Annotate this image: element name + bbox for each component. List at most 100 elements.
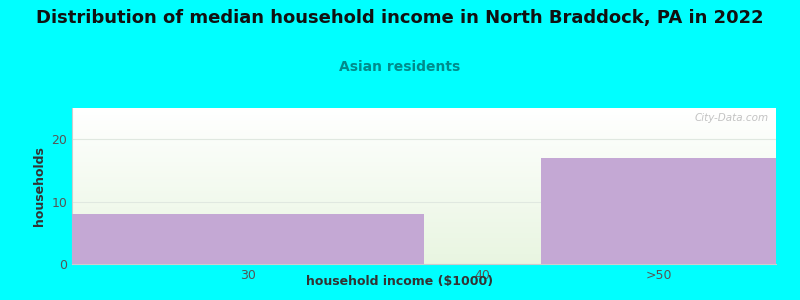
Bar — [72, 146, 776, 147]
Bar — [72, 238, 776, 239]
Bar — [72, 130, 776, 131]
Y-axis label: households: households — [33, 146, 46, 226]
Bar — [72, 203, 776, 205]
Bar — [72, 231, 776, 233]
Bar — [72, 191, 776, 192]
Bar — [72, 186, 776, 188]
Bar — [72, 239, 776, 241]
Bar — [72, 108, 776, 110]
Text: Asian residents: Asian residents — [339, 60, 461, 74]
Bar — [72, 170, 776, 172]
Bar — [72, 208, 776, 209]
Bar — [72, 124, 776, 125]
Bar — [72, 160, 776, 161]
Bar — [72, 212, 776, 214]
Bar — [72, 262, 776, 264]
Bar — [72, 206, 776, 208]
Bar — [72, 209, 776, 211]
Bar — [72, 110, 776, 111]
Bar — [72, 169, 776, 170]
Text: City-Data.com: City-Data.com — [695, 113, 769, 123]
Bar — [72, 219, 776, 220]
Bar — [72, 250, 776, 251]
Bar — [72, 255, 776, 256]
Bar — [72, 205, 776, 206]
Bar — [72, 233, 776, 234]
Bar — [72, 134, 776, 136]
Bar — [72, 136, 776, 138]
Bar — [72, 121, 776, 122]
Bar — [72, 202, 776, 203]
Bar — [72, 188, 776, 189]
Bar — [72, 117, 776, 119]
Text: household income ($1000): household income ($1000) — [306, 275, 494, 288]
Bar — [72, 177, 776, 178]
Bar — [72, 144, 776, 146]
Bar — [72, 216, 776, 217]
Bar — [72, 164, 776, 166]
Bar — [72, 152, 776, 153]
Bar — [72, 261, 776, 262]
Bar — [72, 241, 776, 242]
Bar — [72, 166, 776, 167]
Bar — [72, 220, 776, 222]
Bar — [72, 200, 776, 202]
Bar — [72, 224, 776, 225]
Text: Distribution of median household income in North Braddock, PA in 2022: Distribution of median household income … — [36, 9, 764, 27]
Bar — [72, 114, 776, 116]
Bar — [72, 122, 776, 124]
Bar — [72, 155, 776, 156]
Bar — [72, 153, 776, 155]
Bar — [72, 259, 776, 261]
Bar — [72, 211, 776, 212]
Bar — [72, 133, 776, 134]
Bar — [72, 214, 776, 216]
Bar — [72, 180, 776, 181]
Bar — [542, 158, 776, 264]
Bar — [72, 138, 776, 139]
Bar — [72, 172, 776, 173]
Bar — [72, 184, 776, 186]
Bar — [72, 150, 776, 152]
Bar — [72, 175, 776, 177]
Bar — [72, 222, 776, 224]
Bar — [72, 158, 776, 160]
Bar — [72, 253, 776, 255]
Bar — [72, 195, 776, 197]
Bar — [72, 127, 776, 128]
Bar — [72, 167, 776, 169]
Bar — [72, 161, 776, 163]
Bar — [72, 178, 776, 180]
Bar — [72, 230, 776, 231]
Bar — [72, 142, 776, 144]
Bar — [72, 214, 424, 264]
Bar — [72, 251, 776, 253]
Bar — [72, 256, 776, 258]
Bar — [72, 116, 776, 117]
Bar — [72, 234, 776, 236]
Bar — [72, 147, 776, 148]
Bar — [72, 226, 776, 228]
Bar — [72, 111, 776, 113]
Bar — [72, 192, 776, 194]
Bar — [72, 217, 776, 219]
Bar — [72, 181, 776, 183]
Bar — [72, 139, 776, 141]
Bar — [72, 236, 776, 238]
Bar — [72, 194, 776, 195]
Bar — [72, 247, 776, 248]
Bar — [72, 228, 776, 230]
Bar — [72, 173, 776, 175]
Bar — [72, 163, 776, 164]
Bar — [72, 199, 776, 200]
Bar — [72, 119, 776, 121]
Bar — [72, 248, 776, 250]
Bar — [72, 244, 776, 245]
Bar — [72, 197, 776, 199]
Bar — [72, 141, 776, 142]
Bar — [72, 225, 776, 226]
Bar — [72, 189, 776, 191]
Bar — [72, 183, 776, 184]
Bar — [72, 258, 776, 259]
Bar — [72, 156, 776, 158]
